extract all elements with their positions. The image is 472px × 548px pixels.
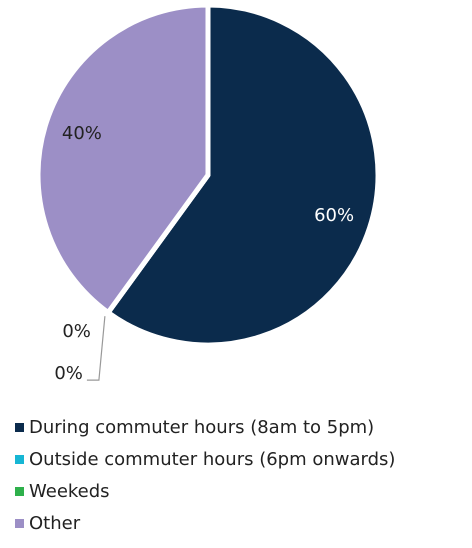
pie-slice bbox=[104, 2, 381, 348]
legend-label: During commuter hours (8am to 5pm) bbox=[29, 417, 374, 438]
legend-swatch bbox=[15, 423, 24, 432]
legend-label: Outside commuter hours (6pm onwards) bbox=[29, 449, 395, 470]
legend-swatch bbox=[15, 487, 24, 496]
legend-label: Weekeds bbox=[29, 481, 110, 502]
legend-label: Other bbox=[29, 513, 81, 534]
data-label: 0% bbox=[54, 363, 83, 384]
legend-swatch bbox=[15, 455, 24, 464]
legend-swatch bbox=[15, 519, 24, 528]
data-label: 60% bbox=[314, 205, 354, 226]
data-label: 40% bbox=[62, 123, 102, 144]
leader-line bbox=[86, 316, 106, 381]
data-label: 0% bbox=[62, 321, 91, 342]
pie-slice bbox=[35, 2, 211, 317]
